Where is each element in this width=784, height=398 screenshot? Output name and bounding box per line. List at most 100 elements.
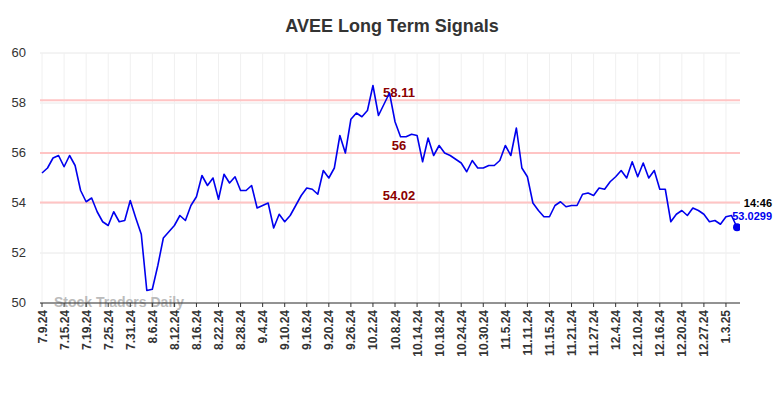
grid-line [40, 103, 740, 104]
x-tick-label: 12.4.24 [609, 310, 623, 350]
x-tick [306, 303, 307, 307]
x-tick [284, 303, 285, 307]
grid-line [439, 53, 440, 303]
y-tick-label: 56 [12, 145, 26, 160]
x-tick [350, 303, 351, 307]
x-tick-label: 12.16.24 [653, 310, 667, 357]
grid-line [240, 53, 241, 303]
x-tick-label: 9.20.24 [322, 310, 336, 350]
grid-line [659, 53, 660, 303]
price-line [42, 86, 737, 291]
y-tick-label: 60 [12, 45, 26, 60]
x-tick-label: 9.26.24 [344, 310, 358, 350]
x-tick [395, 303, 396, 307]
x-tick-label: 11.15.24 [543, 310, 557, 356]
x-tick [659, 303, 660, 307]
grid-line [40, 203, 740, 204]
y-tick-label: 54 [12, 195, 26, 210]
grid-line [40, 303, 740, 304]
grid-line [108, 53, 109, 303]
title: AVEE Long Term Signals [285, 16, 498, 36]
x-tick [328, 303, 329, 307]
x-tick-label: 9.16.24 [300, 310, 314, 350]
x-tick [725, 303, 726, 307]
x-tick [218, 303, 219, 307]
watermark: Stock Traders Daily [54, 294, 184, 310]
y-tick-label: 58 [12, 95, 26, 110]
grid-line [703, 53, 704, 303]
y-tick-label: 52 [12, 245, 26, 260]
grid-line [40, 53, 740, 54]
x-tick [64, 303, 65, 307]
x-tick-label: 8.12.24 [168, 310, 182, 350]
x-tick [262, 303, 263, 307]
x-tick [130, 303, 131, 307]
x-tick [108, 303, 109, 307]
grid-line [725, 53, 726, 303]
grid-line [64, 53, 65, 303]
x-tick [196, 303, 197, 307]
signal-lines [40, 100, 740, 202]
x-tick [42, 303, 43, 307]
x-tick-label: 8.22.24 [212, 310, 226, 350]
x-tick [615, 303, 616, 307]
time-label: 14:46 [744, 197, 772, 209]
x-tick [637, 303, 638, 307]
x-tick-label: 7.31.24 [124, 310, 138, 350]
x-tick-label: 7.15.24 [58, 310, 72, 350]
grid-line [549, 53, 550, 303]
grid-line [417, 53, 418, 303]
x-tick [372, 303, 373, 307]
grid-line [262, 53, 263, 303]
last-value-label: 53.0299 [732, 210, 772, 222]
last-point [733, 223, 740, 231]
x-tick-label: 12.10.24 [631, 310, 645, 357]
x-tick-label: 10.14.24 [411, 310, 425, 357]
x-tick-label: 10.24.24 [455, 310, 469, 357]
x-tick-label: 1.3.25 [719, 310, 733, 344]
x-tick-label: 7.9.24 [36, 310, 50, 344]
grid-line [350, 53, 351, 303]
x-tick [571, 303, 572, 307]
x-tick-label: 9.10.24 [278, 310, 292, 350]
x-tick-label: 11.5.24 [499, 310, 513, 350]
x-tick-label: 10.2.24 [366, 310, 380, 350]
grid-line [40, 153, 740, 154]
x-tick [174, 303, 175, 307]
grid-line [505, 53, 506, 303]
series [42, 86, 740, 291]
x-tick-label: 8.16.24 [190, 310, 204, 350]
grid-line [152, 53, 153, 303]
x-tick-label: 10.18.24 [433, 310, 447, 357]
x-tick-label: 7.25.24 [102, 310, 116, 350]
grid-line [306, 53, 307, 303]
x-tick-label: 12.27.24 [697, 310, 711, 357]
grid-line [40, 253, 740, 254]
x-tick [527, 303, 528, 307]
grid-line [571, 53, 572, 303]
x-tick-label: 8.28.24 [234, 310, 248, 350]
x-tick-label: 8.6.24 [146, 310, 160, 344]
x-tick-label: 11.27.24 [587, 310, 601, 356]
grid-line [681, 53, 682, 303]
x-tick [483, 303, 484, 307]
grid-line [86, 53, 87, 303]
x-tick [549, 303, 550, 307]
x-tick [461, 303, 462, 307]
grid-line [42, 53, 43, 303]
x-tick [593, 303, 594, 307]
x-tick [439, 303, 440, 307]
grid-line [284, 53, 285, 303]
x-tick [505, 303, 506, 307]
x-tick [703, 303, 704, 307]
x-tick-label: 12.20.24 [675, 310, 689, 357]
chart: AVEE Long Term Signals50525456586058.115… [0, 0, 784, 398]
x-tick-label: 9.4.24 [256, 310, 270, 344]
x-tick [240, 303, 241, 307]
signal-line [40, 152, 740, 154]
y-tick-label: 50 [12, 295, 26, 310]
grid-line [593, 53, 594, 303]
x-tick [417, 303, 418, 307]
x-axis-line [40, 303, 740, 304]
x-tick-label: 10.30.24 [477, 310, 491, 357]
